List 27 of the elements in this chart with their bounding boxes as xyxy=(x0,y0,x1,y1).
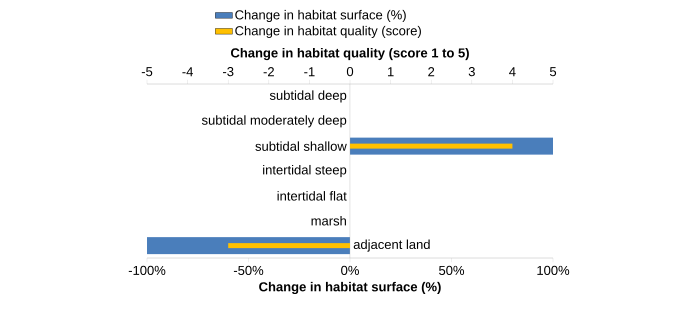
x2-tick-label: -5 xyxy=(142,67,152,76)
x2-tick-label: -1 xyxy=(304,67,315,76)
y-tick-label: subtidal shallow xyxy=(255,141,347,151)
x2-tick-label: -2 xyxy=(264,67,274,76)
legend-label: Change in habitat surface (%) xyxy=(235,10,406,22)
x2-tick-label: 4 xyxy=(509,67,516,76)
x2-tick-label: -4 xyxy=(182,67,194,76)
x2-axis-title: Change in habitat quality (score 1 to 5) xyxy=(230,48,469,60)
x2-tick-label: -3 xyxy=(223,66,234,76)
y-tick-label: intertidal steep xyxy=(263,164,346,178)
x2-tick-label: 2 xyxy=(428,67,434,76)
x2-tick-label: 3 xyxy=(468,66,475,76)
x-tick-label: -50% xyxy=(234,266,264,276)
y-tick-label: intertidal flat xyxy=(278,191,347,201)
x-tick-label: 0% xyxy=(341,266,359,276)
x2-tick-label: 1 xyxy=(388,67,394,76)
legend-label: Change in habitat quality (score) xyxy=(235,26,421,38)
x-axis-title: Change in habitat surface (%) xyxy=(259,282,441,294)
x-tick-label: 50% xyxy=(439,266,464,276)
x-tick-label: 100% xyxy=(537,266,570,276)
y-tick-label: adjacent land xyxy=(354,240,430,252)
y-tick-label: subtidal moderately deep xyxy=(202,115,346,128)
x2-tick-label: 5 xyxy=(550,67,556,76)
x-tick-label: -100% xyxy=(128,266,166,276)
y-tick-label: marsh xyxy=(312,216,346,226)
y-tick-label: subtidal deep xyxy=(270,90,346,102)
x2-tick-label: 0 xyxy=(346,66,354,76)
